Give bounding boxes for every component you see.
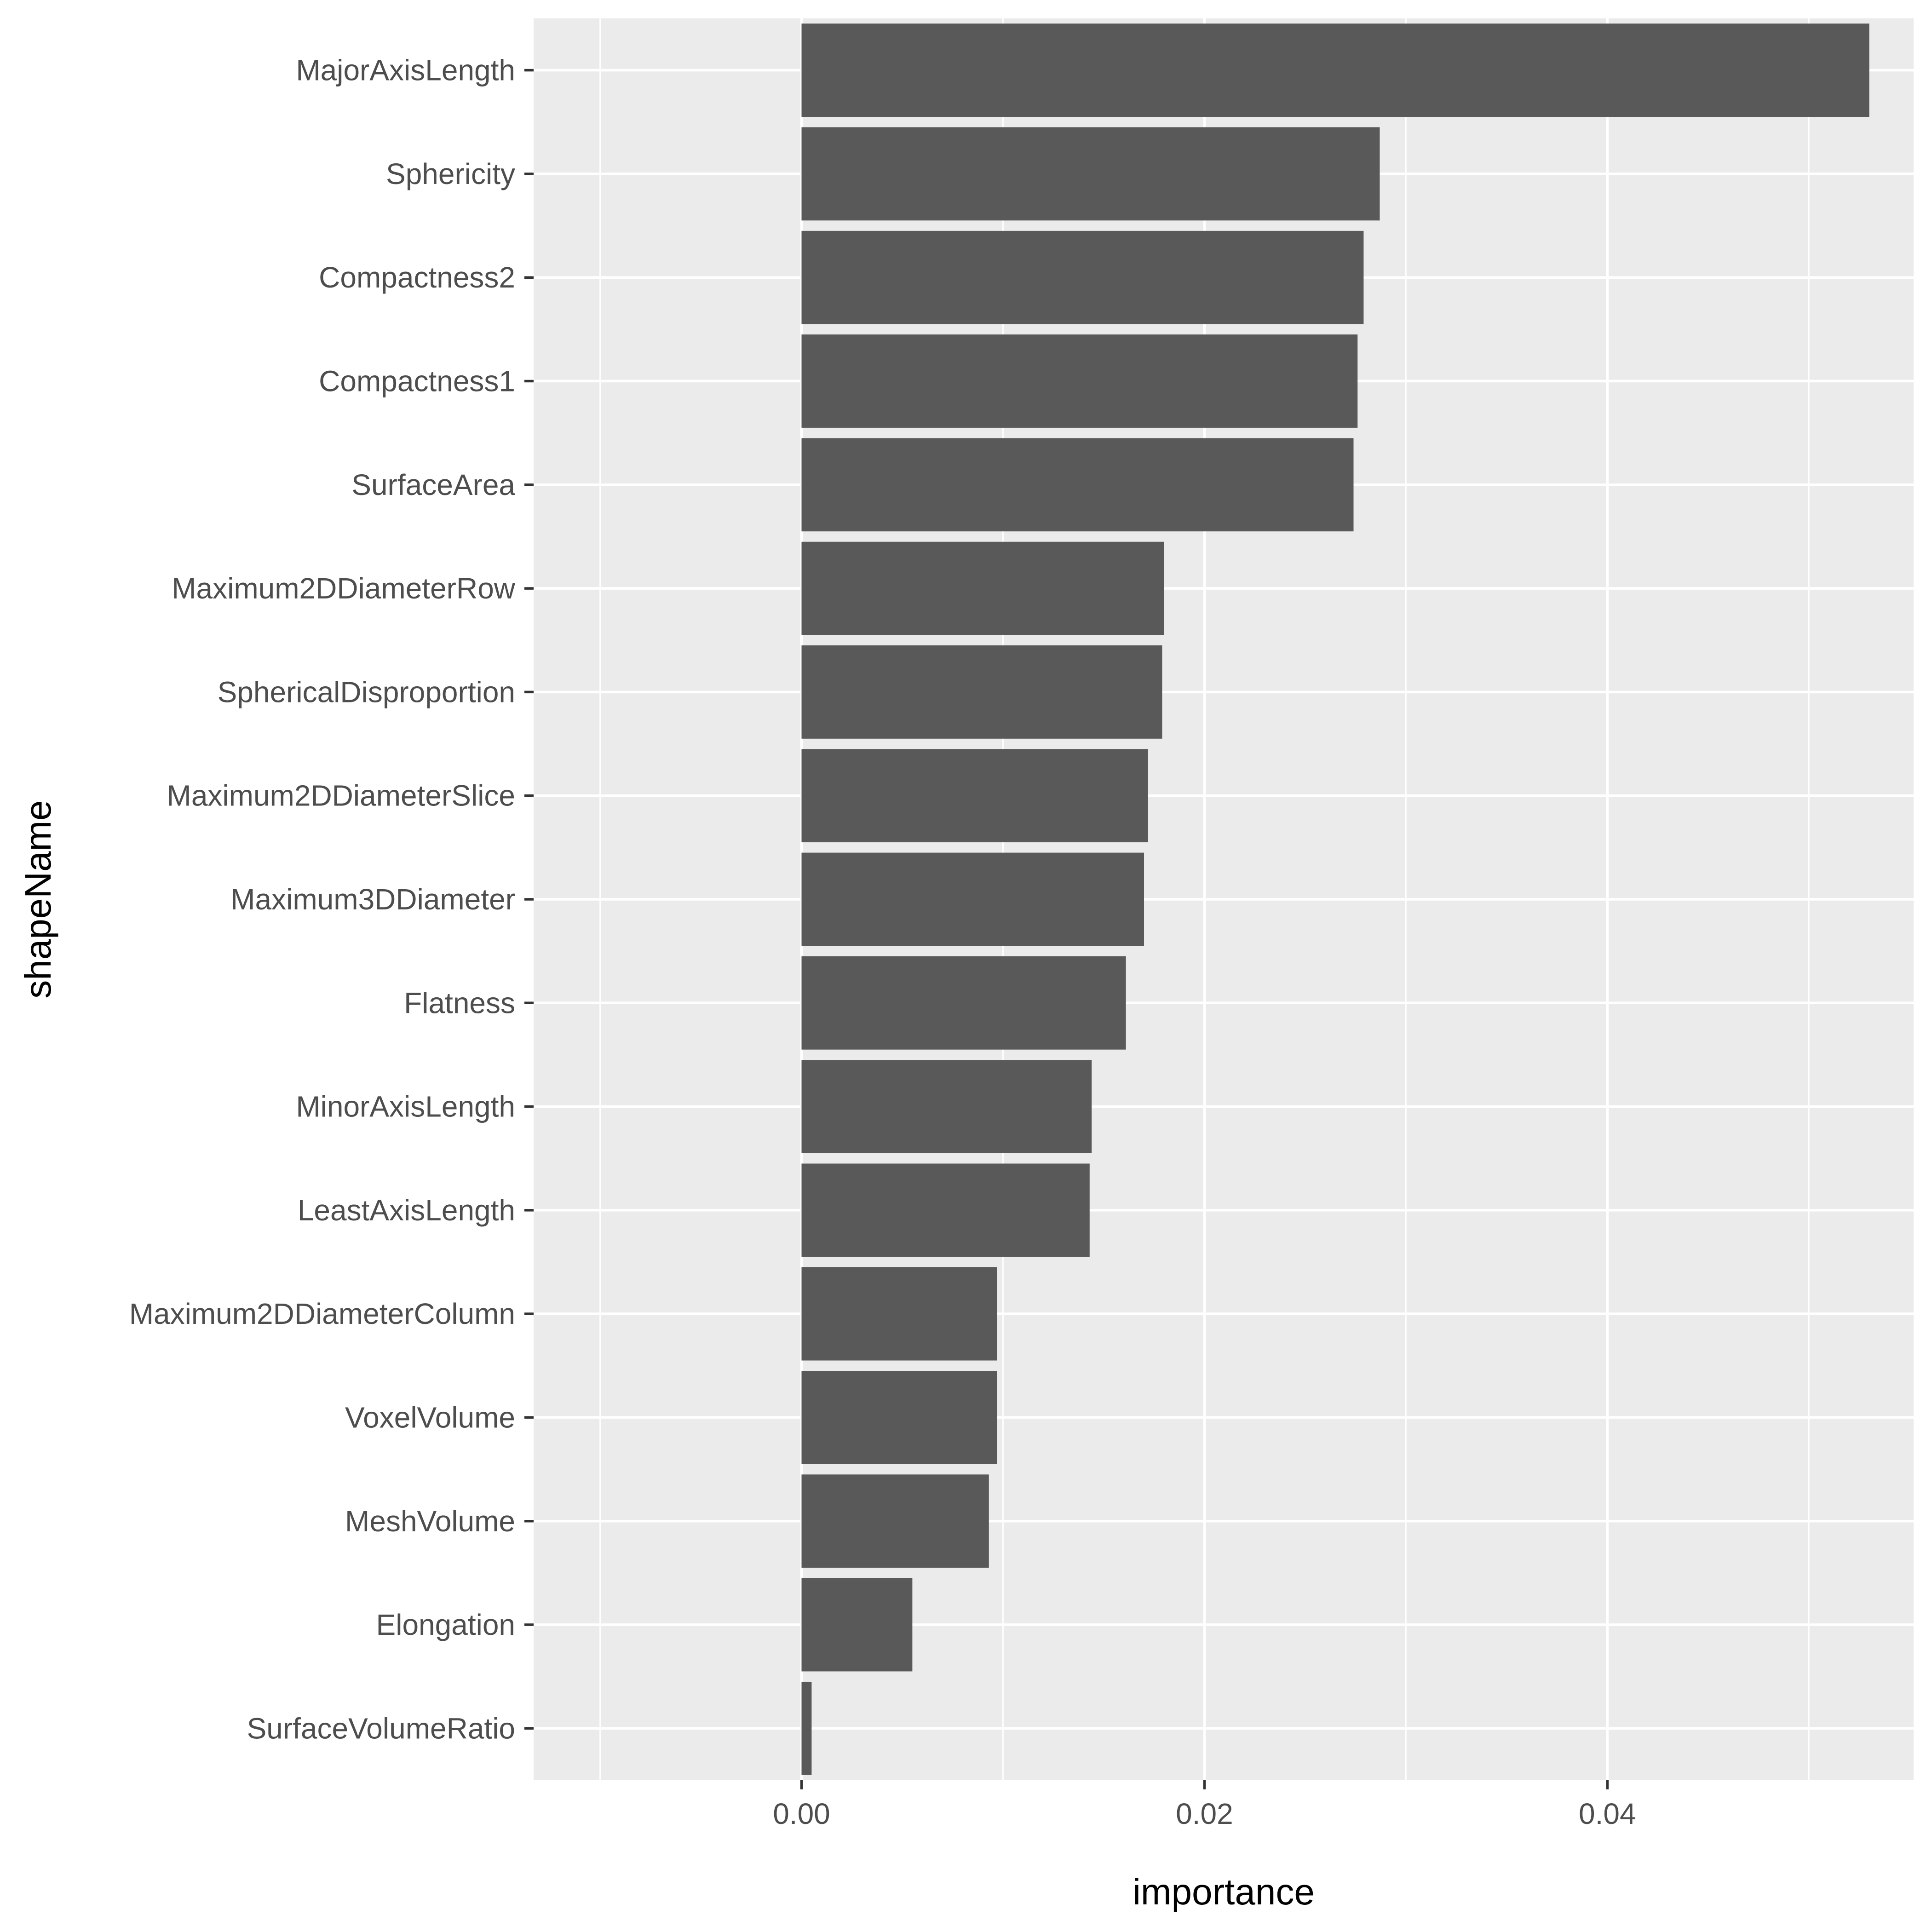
y-axis-title: shapeName bbox=[17, 800, 58, 998]
bar-elongation bbox=[801, 1578, 913, 1672]
y-tick-label: Sphericity bbox=[386, 157, 515, 190]
y-tick-label: Compactness2 bbox=[319, 261, 515, 294]
y-tick-label: Maximum2DDiameterColumn bbox=[129, 1297, 515, 1330]
axes: MajorAxisLength Sphericity Compactness2 Com… bbox=[129, 54, 1636, 1830]
x-tick-label: 0.02 bbox=[1176, 1797, 1233, 1830]
y-tick-label: MeshVolume bbox=[345, 1505, 515, 1538]
y-tick-label: Flatness bbox=[404, 986, 515, 1019]
bar-maximum2ddiameterslice bbox=[801, 749, 1148, 843]
y-tick-label: MajorAxisLength bbox=[296, 54, 515, 87]
bar-flatness bbox=[801, 956, 1126, 1050]
bar-voxelvolume bbox=[801, 1371, 997, 1464]
bar-maximum2ddiameterrow bbox=[801, 541, 1164, 635]
y-tick-label: Elongation bbox=[376, 1608, 515, 1641]
bar-sphericaldisproportion bbox=[801, 645, 1162, 739]
y-tick-label: Maximum3DDiameter bbox=[230, 883, 515, 916]
x-tick-label: 0.04 bbox=[1579, 1797, 1636, 1830]
y-tick-label: MinorAxisLength bbox=[296, 1090, 515, 1123]
y-tick-label: VoxelVolume bbox=[345, 1401, 515, 1434]
bar-maximum3ddiameter bbox=[801, 852, 1144, 946]
y-tick-label: SurfaceArea bbox=[351, 468, 515, 501]
bar-minoraxislength bbox=[801, 1060, 1092, 1153]
bar-surfacevolumeratio bbox=[801, 1681, 812, 1775]
bars bbox=[801, 23, 1869, 1775]
bar-compactness1 bbox=[801, 334, 1358, 428]
x-axis-title: importance bbox=[1133, 1871, 1315, 1912]
y-tick-label: SphericalDisproportion bbox=[218, 675, 515, 708]
bar-leastaxislength bbox=[801, 1163, 1090, 1257]
bar-meshvolume bbox=[801, 1474, 989, 1568]
bar-compactness2 bbox=[801, 230, 1364, 324]
y-tick-label: LeastAxisLength bbox=[298, 1194, 515, 1227]
bar-majoraxislength bbox=[801, 23, 1869, 117]
bar-maximum2ddiametercolumn bbox=[801, 1267, 997, 1361]
bar-sphericity bbox=[801, 127, 1380, 221]
bar-surfacearea bbox=[801, 438, 1354, 532]
y-tick-label: SurfaceVolumeRatio bbox=[247, 1712, 515, 1745]
x-tick-label: 0.00 bbox=[773, 1797, 830, 1830]
y-tick-label: Maximum2DDiameterRow bbox=[172, 572, 516, 605]
y-tick-label: Compactness1 bbox=[319, 365, 515, 398]
y-tick-label: Maximum2DDiameterSlice bbox=[167, 779, 516, 812]
